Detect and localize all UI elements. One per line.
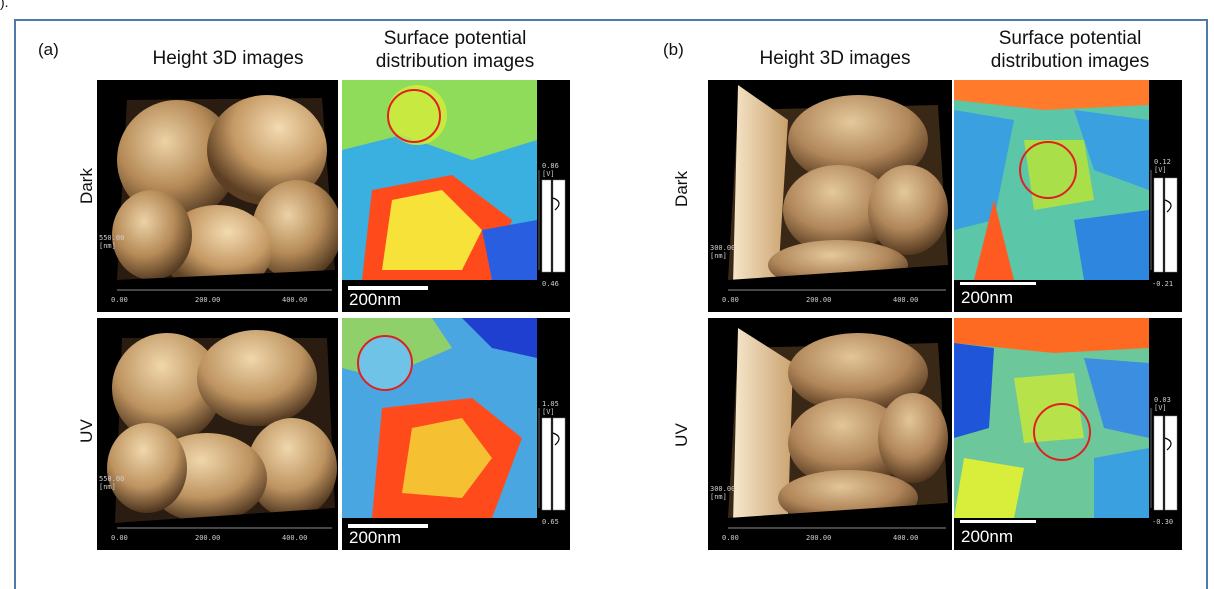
panel-b-letter: (b)	[663, 40, 684, 59]
panel-b-row-dark-label: Dark	[672, 171, 691, 207]
panel-a-uv-cb-unit: [V]	[542, 408, 555, 416]
panel-b-dark-xtick-0: 0.00	[722, 296, 739, 304]
panel-b-uv-xtick-2: 400.00	[893, 534, 918, 542]
panel-b-dark-z-scale: 300.00	[710, 244, 735, 252]
panel-b-dark-xtick-2: 400.00	[893, 296, 918, 304]
panel-b-dark-z-unit: [nm]	[710, 252, 727, 260]
panel-a-dark-xtick-1: 200.00	[195, 296, 220, 304]
corner-mark: ).	[0, 0, 9, 10]
panel-b-uv-potential-image: 0.03 [V] -0.30	[954, 318, 1182, 550]
panel-a-dark-xtick-2: 400.00	[282, 296, 307, 304]
panel-b-uv-scale-bar-label: 200nm	[961, 527, 1013, 546]
panel-a-dark-z-scale: 550.00	[99, 234, 124, 242]
panel-a-row-dark-label: Dark	[77, 168, 96, 204]
panel-a-uv-cb-max: 1.05	[542, 400, 559, 408]
panel-b-uv-cb-unit: [V]	[1154, 404, 1167, 412]
panel-b-uv-height-image: 300.00 [nm] 0.00 200.00 400.00	[708, 318, 952, 550]
figure-frame	[14, 19, 1208, 589]
panel-a-uv-cb-min: 0.65	[542, 518, 559, 526]
panel-a-uv-xtick-1: 200.00	[195, 534, 220, 542]
panel-a-dark-cb-max: 0.86	[542, 162, 559, 170]
panel-a-uv-z-scale: 550.00	[99, 475, 124, 483]
panel-a-potential-title: Surface potential distribution images	[375, 28, 535, 72]
panel-b-uv-xtick-0: 0.00	[722, 534, 739, 542]
panel-b-uv-cb-max: 0.03	[1154, 396, 1171, 404]
panel-a-row-uv-label: UV	[77, 419, 96, 443]
panel-a-letter: (a)	[38, 40, 59, 59]
panel-a-uv-potential-image: 1.05 [V] 0.65	[342, 318, 570, 550]
panel-b-row-uv-label: UV	[672, 423, 691, 447]
panel-b-uv-z-unit: [nm]	[710, 493, 727, 501]
panel-b-dark-cb-max: 0.12	[1154, 158, 1171, 166]
panel-b-uv-cb-min: -0.30	[1152, 518, 1173, 526]
panel-a-uv-xtick-2: 400.00	[282, 534, 307, 542]
panel-a-dark-z-unit: [nm]	[99, 242, 116, 250]
panel-b-dark-cb-min: -0.21	[1152, 280, 1173, 288]
panel-a-height-title: Height 3D images	[152, 48, 304, 69]
panel-a-uv-xtick-0: 0.00	[111, 534, 128, 542]
panel-a-dark-cb-min: 0.46	[542, 280, 559, 288]
panel-b-height-title: Height 3D images	[759, 48, 911, 69]
panel-a-dark-height-image: 550.00 [nm] 0.00 200.00 400.00	[97, 80, 338, 312]
panel-b-dark-cb-unit: [V]	[1154, 166, 1167, 174]
panel-b-uv-xtick-1: 200.00	[806, 534, 831, 542]
panel-a-dark-potential-image: 0.86 [V] 0.46	[342, 80, 570, 312]
panel-a-dark-cb-unit: [V]	[542, 170, 555, 178]
panel-a-uv-scale-bar-label: 200nm	[349, 528, 401, 547]
panel-b-dark-potential-image: 0.12 [V] -0.21	[954, 80, 1182, 312]
panel-a-dark-scale-bar-label: 200nm	[349, 290, 401, 309]
panel-a-uv-height-image: 550.00 [nm] 0.00 200.00 400.00	[97, 318, 338, 550]
panel-b-dark-xtick-1: 200.00	[806, 296, 831, 304]
panel-a-uv-z-unit: [nm]	[99, 483, 116, 491]
panel-b-dark-height-image: 300.00 [nm] 0.00 200.00 400.00	[708, 80, 952, 312]
panel-b-uv-z-scale: 300.00	[710, 485, 735, 493]
panel-b-potential-title: Surface potential distribution images	[990, 28, 1150, 72]
panel-a-dark-xtick-0: 0.00	[111, 296, 128, 304]
panel-b-dark-scale-bar-label: 200nm	[961, 288, 1013, 307]
